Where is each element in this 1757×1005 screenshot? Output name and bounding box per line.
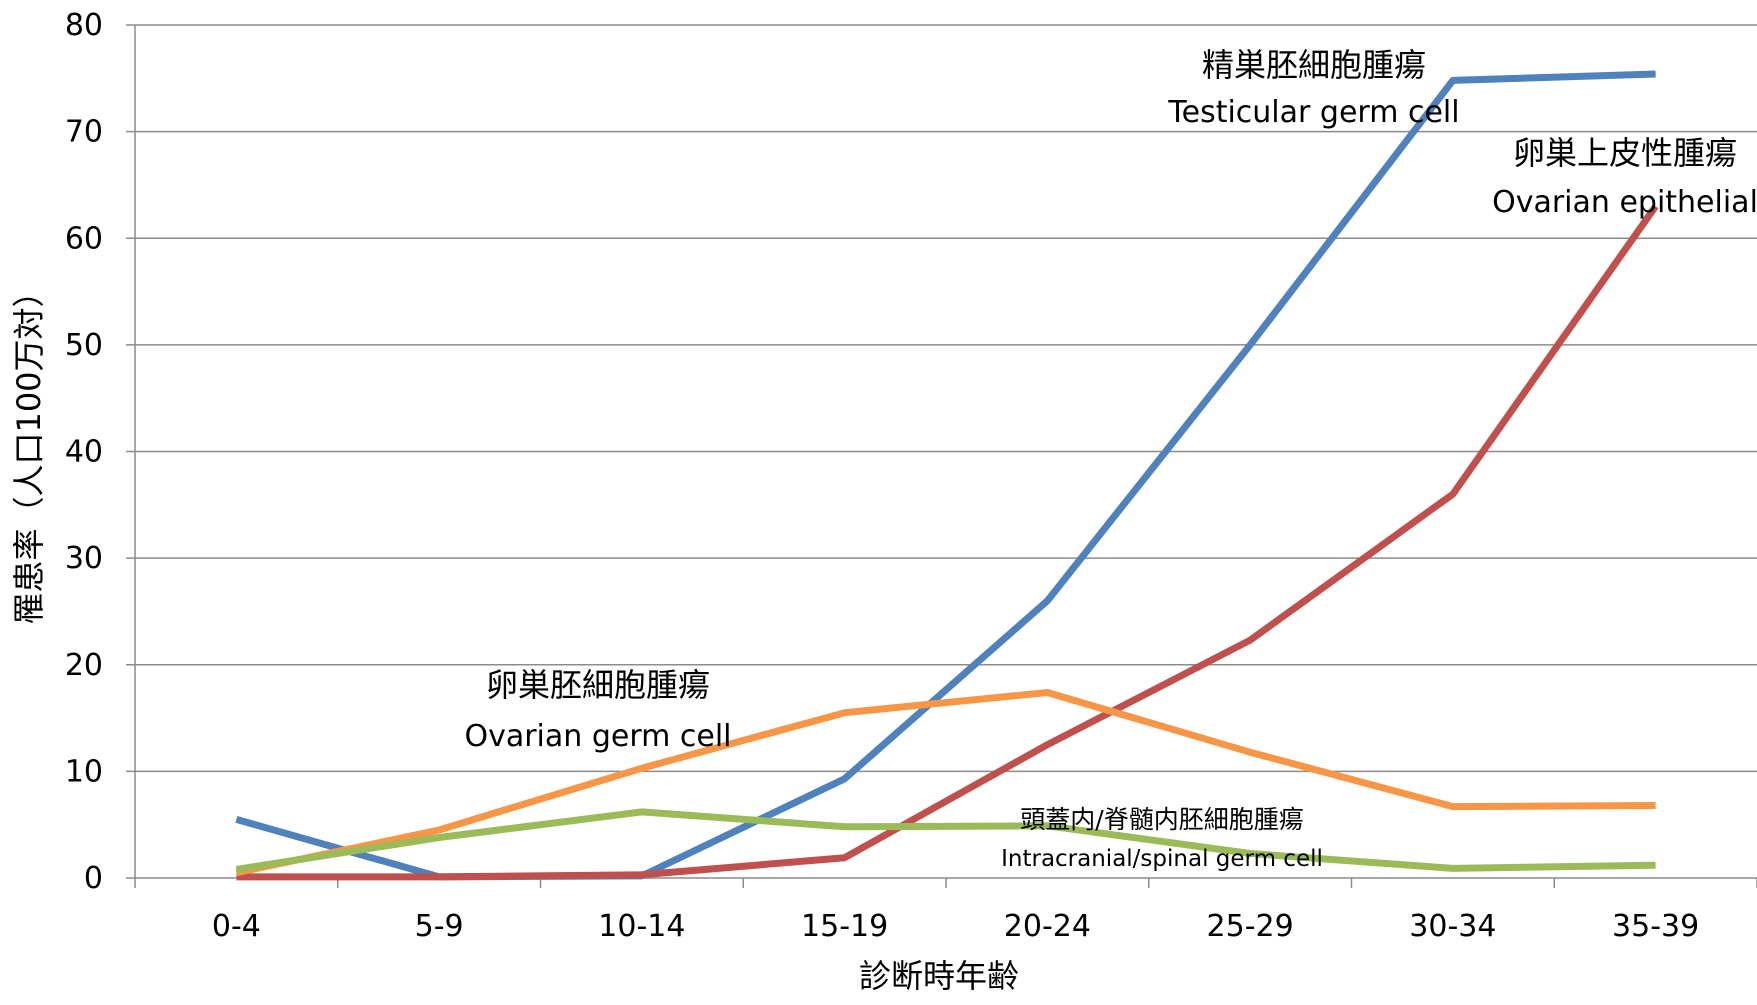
x-tick-label-5-9: 5-9	[415, 909, 464, 944]
y-tick-label-40: 40	[65, 435, 103, 470]
series-line-ovarian_epithelial	[236, 204, 1659, 881]
annotation-jp-ovarian_germ: 卵巣胚細胞腫瘍	[486, 666, 710, 704]
annotation-jp-intracranial: 頭蓋内/脊髄内胚細胞腫瘍	[1020, 805, 1303, 834]
y-tick-label-80: 80	[65, 8, 103, 43]
x-tick-label-15-19: 15-19	[801, 909, 888, 944]
annotations: 精巣胚細胞腫瘍 Testicular germ cell 卵巣上皮性腫瘍 Ovaria…	[464, 46, 1757, 872]
y-tick-label-20: 20	[65, 648, 103, 683]
annotation-en-ovarian_epithelial: Ovarian epithelial	[1492, 185, 1757, 220]
series-line-intracranial	[235, 808, 1656, 873]
x-tick-label-25-29: 25-29	[1207, 909, 1294, 944]
series-line-testicular	[235, 70, 1656, 881]
y-tick-label-10: 10	[65, 754, 103, 789]
y-tick-label-50: 50	[65, 328, 103, 363]
y-axis-title: 罹患率（人口100万対）	[10, 275, 48, 624]
annotation-en-intracranial: Intracranial/spinal germ cell	[1001, 846, 1323, 872]
annotation-jp-ovarian_epithelial: 卵巣上皮性腫瘍	[1513, 134, 1737, 172]
y-tick-label-0: 0	[84, 861, 103, 896]
annotation-en-testicular: Testicular germ cell	[1167, 95, 1459, 130]
x-tick-label-10-14: 10-14	[598, 909, 685, 944]
x-axis-title: 診断時年齢	[859, 957, 1019, 995]
y-tick-label-30: 30	[65, 541, 103, 576]
gridlines	[135, 24, 1757, 773]
x-tick-label-35-39: 35-39	[1612, 909, 1699, 944]
x-tick-label-0-4: 0-4	[212, 909, 261, 944]
x-tick-label-20-24: 20-24	[1004, 909, 1091, 944]
series-line-ovarian_germ	[235, 689, 1656, 877]
tick-labels: 0 10 20 30 40 50 60 70 80 0-4 5-9 10-14 15-19 20-24 25…	[65, 8, 1699, 944]
series-lines	[235, 70, 1659, 881]
y-tick-label-60: 60	[65, 221, 103, 256]
annotation-en-ovarian_germ: Ovarian germ cell	[464, 719, 731, 754]
x-tick-label-30-34: 30-34	[1409, 909, 1496, 944]
annotation-jp-testicular: 精巣胚細胞腫瘍	[1202, 46, 1426, 84]
y-tick-label-70: 70	[65, 115, 103, 150]
